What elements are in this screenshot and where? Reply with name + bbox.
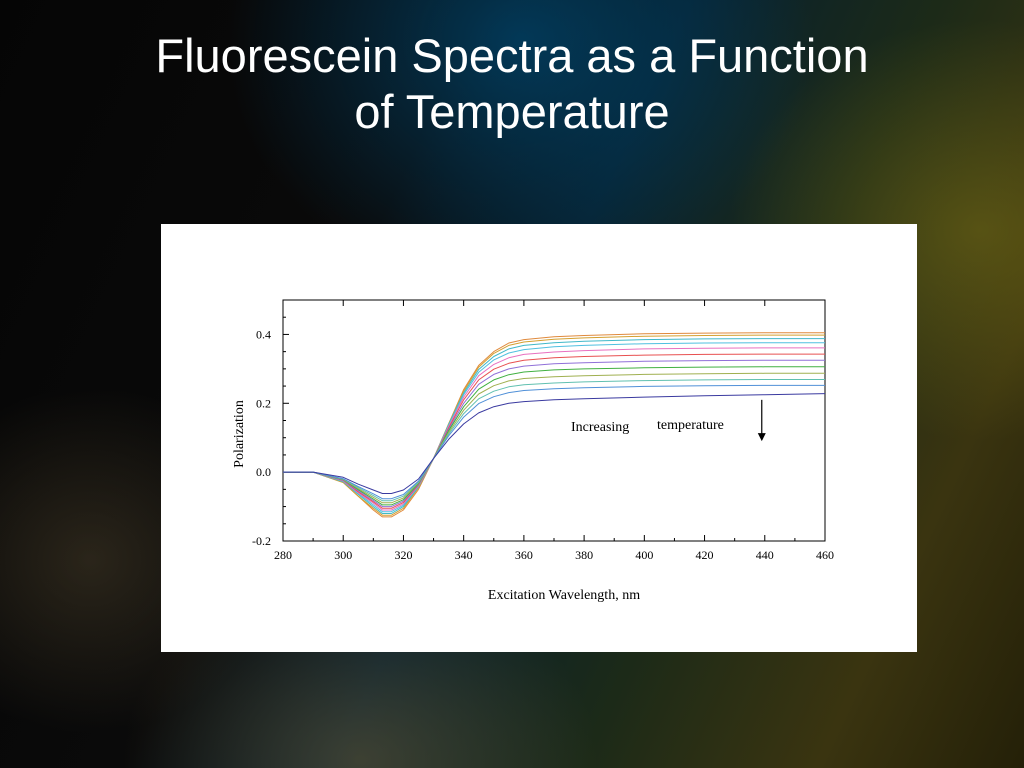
series-line-2 — [283, 334, 825, 516]
x-tick-label: 440 — [756, 548, 774, 562]
x-tick-label: 300 — [334, 548, 352, 562]
arrow-head — [757, 433, 766, 442]
y-ticks: -0.2 0.0 0.2 0.4 — [252, 299, 289, 548]
x-axis-label: Excitation Wavelength, nm — [488, 588, 640, 603]
x-tick-label: 360 — [515, 548, 533, 562]
x-tick-label: 420 — [696, 548, 714, 562]
series-line-4 — [283, 342, 825, 513]
series-line-12 — [283, 393, 826, 494]
slide-title: Fluorescein Spectra as a Function of Tem… — [0, 28, 1024, 140]
y-tick-label: 0.2 — [256, 396, 271, 410]
x-tick-label: 280 — [274, 548, 292, 562]
series-line-9 — [283, 372, 825, 504]
slide-title-line-2: of Temperature — [354, 85, 670, 138]
slide-title-line-1: Fluorescein Spectra as a Function — [155, 29, 869, 82]
y-tick-label: -0.2 — [252, 534, 271, 548]
series-line-10 — [283, 379, 825, 502]
x-tick-label: 340 — [455, 548, 473, 562]
series-line-3 — [283, 338, 825, 514]
x-tick-label: 460 — [816, 548, 834, 562]
series-line-6 — [283, 353, 825, 509]
temperature-down-arrow — [757, 399, 766, 442]
x-ticks: 280 300 320 340 360 380 400 420 440 460 — [274, 300, 834, 562]
series-line-5 — [283, 347, 825, 511]
annotation-word-increasing: Increasing — [571, 420, 629, 435]
x-tick-label: 380 — [575, 548, 593, 562]
series-line-7 — [283, 359, 825, 508]
series-line-11 — [283, 384, 825, 500]
chart-card: 280 300 320 340 360 380 400 420 440 460 -0.2 0.0 0.… — [161, 224, 917, 652]
chart-axes — [282, 299, 826, 542]
y-axis-label: Polarization — [232, 400, 247, 468]
plot-frame — [282, 299, 826, 542]
y-tick-label: 0.4 — [256, 327, 271, 341]
polarization-chart: 280 300 320 340 360 380 400 420 440 460 -0.2 0.0 0.… — [232, 299, 834, 603]
series-line-8 — [283, 366, 825, 506]
annotation-word-temperature: temperature — [657, 418, 724, 433]
chart-series — [283, 332, 826, 518]
y-tick-label: 0.0 — [256, 465, 271, 479]
x-tick-label: 320 — [394, 548, 412, 562]
x-tick-label: 400 — [635, 548, 653, 562]
